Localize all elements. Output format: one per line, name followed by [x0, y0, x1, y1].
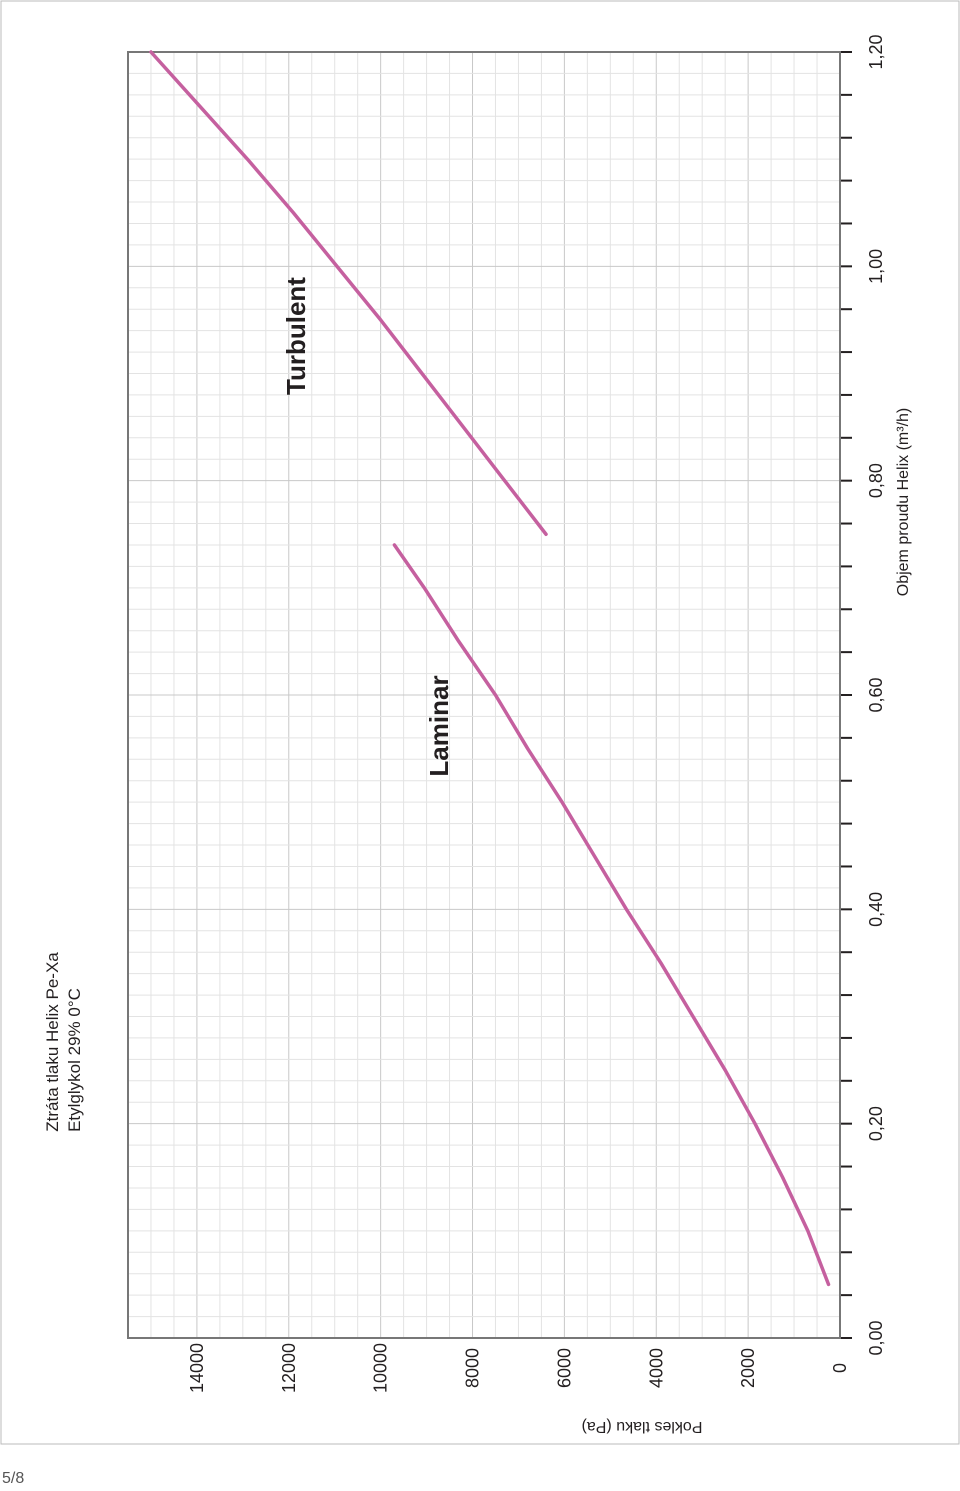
chart-subtitle: Etylglykol 29% 0°C: [65, 988, 84, 1132]
x-tick-label: 0,60: [866, 677, 886, 712]
page-number: 5/8: [2, 1470, 25, 1487]
x-axis-label: Objem proudu Helix (m³/h): [895, 408, 912, 597]
y-tick-label: 10000: [371, 1343, 391, 1393]
x-tick-label: 1,20: [866, 34, 886, 69]
series-line-laminar: [392, 543, 831, 1287]
y-tick-label: 2000: [738, 1348, 758, 1388]
series-label-turbulent: Turbulent: [281, 277, 311, 395]
outer-border: [0, 0, 960, 1445]
y-tick-label: 6000: [554, 1348, 574, 1388]
series-line-turbulent: [149, 50, 548, 536]
y-tick-label: 12000: [279, 1343, 299, 1393]
series-label-laminar: Laminar: [424, 675, 454, 776]
grid: [128, 52, 840, 1338]
y-tick-label: 8000: [463, 1348, 483, 1388]
y-axis: 0 2000 4000 6000 8000 10000 12000 14000: [187, 1343, 850, 1393]
x-tick-label: 0,00: [866, 1320, 886, 1355]
x-tick-label: 0,20: [866, 1106, 886, 1141]
curves: [149, 50, 831, 1287]
chart-title: Ztráta tlaku Helix Pe-Xa: [43, 952, 62, 1132]
x-axis: 0,00 0,20 0,40 0,60 0,80 1,00 1,20: [841, 34, 886, 1356]
x-tick-label: 0,80: [866, 463, 886, 498]
y-tick-label: 14000: [187, 1343, 207, 1393]
y-tick-label: 0: [830, 1363, 850, 1373]
y-axis-label: Pokles tlaku (Pa): [582, 1418, 703, 1435]
plot-frame: [127, 51, 841, 1339]
y-tick-label: 4000: [646, 1348, 666, 1388]
x-tick-label: 1,00: [866, 249, 886, 284]
x-tick-label: 0,40: [866, 892, 886, 927]
